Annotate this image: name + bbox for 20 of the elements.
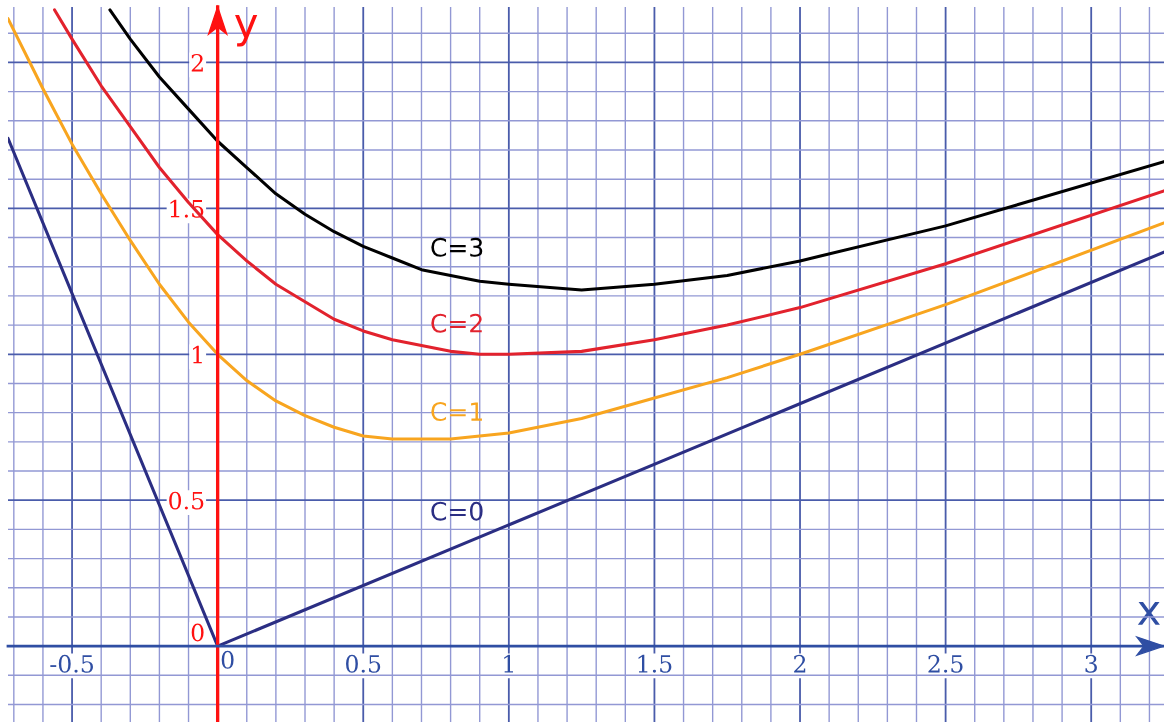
x-axis-title: x [1137,602,1160,625]
y-tick-label: 1 [193,345,202,364]
y-tick-label: 2 [191,53,203,72]
series-label: C=0 [431,501,483,521]
series-label: C=3 [431,237,483,257]
y-tick-label: 0.5 [169,491,204,510]
x-tick-label: 1 [504,654,513,673]
x-tick-label: 0 [221,650,234,669]
x-tick-label: 0.5 [346,654,381,673]
x-tick-label: 3 [1085,654,1097,673]
y-axis-title: y [235,15,258,47]
line-series [8,17,1164,441]
x-tick-label: 1.5 [638,654,672,673]
x-tick-label: 2.5 [928,654,963,673]
series-label: C=2 [431,313,482,333]
x-tick-label: 2 [794,654,806,673]
y-tick-label: 0 [191,623,204,642]
line-series [108,8,1164,292]
series-label: C=1 [431,402,482,421]
x-tick-label: -0.5 [50,654,93,673]
